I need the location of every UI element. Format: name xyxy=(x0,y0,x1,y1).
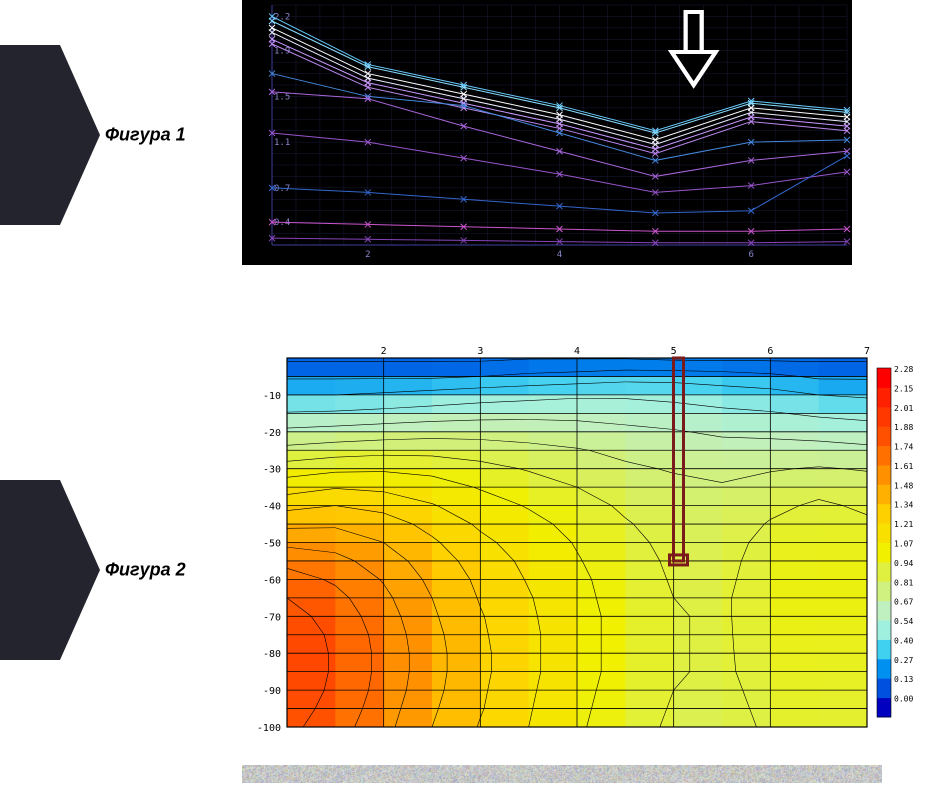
svg-text:2.2: 2.2 xyxy=(274,12,290,22)
svg-text:0.27: 0.27 xyxy=(894,656,913,665)
svg-text:2: 2 xyxy=(381,346,387,357)
svg-text:0.94: 0.94 xyxy=(894,559,913,568)
svg-text:2.15: 2.15 xyxy=(894,384,913,393)
contour-heatmap: 2 3 4 5 6 7 -10 -20 -30 -40 -50 -60 -70 -80 -90 -100 0.… xyxy=(242,340,922,735)
svg-text:1.48: 1.48 xyxy=(894,481,913,490)
figure2-label: Фигура 2 xyxy=(105,560,186,581)
svg-text:0.67: 0.67 xyxy=(894,598,913,607)
svg-text:4: 4 xyxy=(557,250,562,260)
svg-text:3: 3 xyxy=(477,346,483,357)
svg-text:2.01: 2.01 xyxy=(894,404,913,413)
svg-text:-100: -100 xyxy=(257,723,281,734)
svg-text:4: 4 xyxy=(574,346,580,357)
svg-text:1.21: 1.21 xyxy=(894,520,913,529)
pentagon-marker xyxy=(0,480,100,660)
svg-text:1.1: 1.1 xyxy=(274,138,290,148)
svg-text:-30: -30 xyxy=(263,465,281,476)
svg-text:1.07: 1.07 xyxy=(894,540,913,549)
svg-text:-80: -80 xyxy=(263,649,281,660)
svg-text:0.4: 0.4 xyxy=(274,218,290,228)
svg-text:-40: -40 xyxy=(263,502,281,513)
line-chart: 0.40.71.11.51.92.2246 xyxy=(242,0,852,265)
svg-text:-60: -60 xyxy=(263,575,281,586)
svg-text:-50: -50 xyxy=(263,539,281,550)
figure1-label-block: Фигура 1 xyxy=(0,0,230,270)
svg-text:1.61: 1.61 xyxy=(894,462,913,471)
svg-text:0.81: 0.81 xyxy=(894,578,913,587)
svg-text:2: 2 xyxy=(365,250,370,260)
svg-text:0.40: 0.40 xyxy=(894,636,913,645)
svg-text:1.5: 1.5 xyxy=(274,92,290,102)
figure2-label-block: Фигура 2 xyxy=(0,410,230,730)
svg-text:1.88: 1.88 xyxy=(894,423,913,432)
svg-text:2.28: 2.28 xyxy=(894,365,913,374)
svg-text:5: 5 xyxy=(671,346,677,357)
svg-text:-70: -70 xyxy=(263,612,281,623)
pentagon-marker xyxy=(0,45,100,225)
noise-strip xyxy=(242,765,882,783)
svg-text:-90: -90 xyxy=(263,686,281,697)
svg-text:7: 7 xyxy=(864,346,870,357)
svg-text:0.00: 0.00 xyxy=(894,695,913,704)
svg-text:-20: -20 xyxy=(263,428,281,439)
svg-text:0.13: 0.13 xyxy=(894,675,913,684)
svg-text:-10: -10 xyxy=(263,391,281,402)
figure1-label: Фигура 1 xyxy=(105,125,186,146)
svg-text:6: 6 xyxy=(748,250,753,260)
svg-text:6: 6 xyxy=(767,346,773,357)
svg-text:1.34: 1.34 xyxy=(894,501,913,510)
svg-text:0.54: 0.54 xyxy=(894,617,913,626)
svg-text:1.74: 1.74 xyxy=(894,443,913,452)
